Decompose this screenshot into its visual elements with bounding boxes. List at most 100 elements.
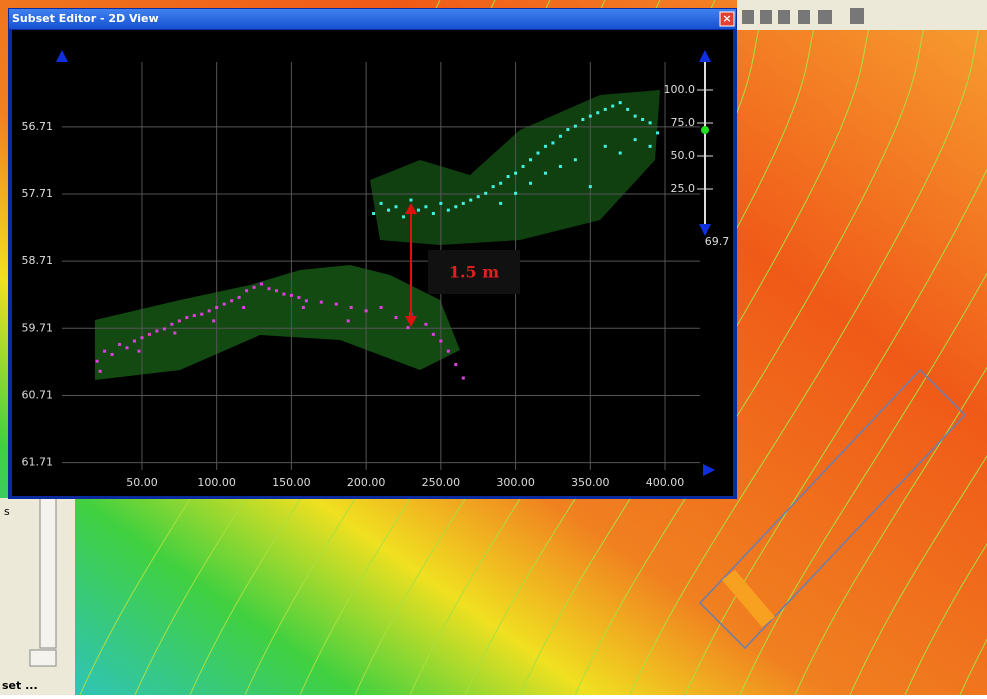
point <box>439 340 442 343</box>
point <box>395 205 398 208</box>
point <box>477 195 480 198</box>
slider-label: 25.0 <box>671 182 696 195</box>
point <box>626 108 629 111</box>
x-tick-label: 400.00 <box>646 476 685 489</box>
point <box>275 289 278 292</box>
point <box>611 105 614 108</box>
point <box>99 370 102 373</box>
point <box>424 205 427 208</box>
point <box>522 165 525 168</box>
point <box>242 306 245 309</box>
point <box>140 336 143 339</box>
y-tick-label: 59.71 <box>22 321 54 334</box>
point <box>402 215 405 218</box>
x-tick-label: 250.00 <box>422 476 461 489</box>
point <box>212 319 215 322</box>
point <box>155 329 158 332</box>
point <box>514 172 517 175</box>
point <box>347 319 350 322</box>
point <box>208 309 211 312</box>
slider-label: 100.0 <box>664 83 696 96</box>
point <box>432 212 435 215</box>
point <box>536 152 539 155</box>
point <box>148 333 151 336</box>
point <box>514 192 517 195</box>
point <box>596 111 599 114</box>
point <box>302 306 305 309</box>
point <box>589 185 592 188</box>
point <box>424 323 427 326</box>
point <box>507 175 510 178</box>
x-tick-label: 100.00 <box>197 476 236 489</box>
point <box>245 289 248 292</box>
slider-label: 75.0 <box>671 116 696 129</box>
point <box>297 296 300 299</box>
point <box>406 326 409 329</box>
point <box>260 282 263 285</box>
point <box>223 303 226 306</box>
x-tick-label: 200.00 <box>347 476 386 489</box>
point <box>551 141 554 144</box>
point <box>282 293 285 296</box>
page: s set ... Subset Editor - 2D View × 50.0… <box>0 0 987 695</box>
point <box>215 306 218 309</box>
point <box>185 316 188 319</box>
point <box>649 145 652 148</box>
point <box>544 172 547 175</box>
point <box>170 323 173 326</box>
point <box>454 205 457 208</box>
x-tick-label: 50.00 <box>126 476 158 489</box>
point <box>380 202 383 205</box>
scroll-button[interactable] <box>30 650 56 666</box>
point <box>529 182 532 185</box>
x-tick-label: 350.00 <box>571 476 610 489</box>
point <box>544 145 547 148</box>
scrollbar[interactable] <box>40 498 56 648</box>
point <box>447 209 450 212</box>
point <box>133 340 136 343</box>
point <box>372 212 375 215</box>
y-tick-label: 56.71 <box>22 120 54 133</box>
slider-label: 50.0 <box>671 149 696 162</box>
point <box>604 145 607 148</box>
point <box>574 158 577 161</box>
point <box>581 118 584 121</box>
slider-thumb[interactable] <box>701 126 709 134</box>
point <box>439 202 442 205</box>
point <box>103 350 106 353</box>
point <box>163 327 166 330</box>
side-tab[interactable]: set ... <box>2 679 38 692</box>
point <box>447 350 450 353</box>
point <box>350 306 353 309</box>
point <box>267 287 270 290</box>
point <box>96 360 99 363</box>
slider-value: 69.7 <box>705 235 730 248</box>
point <box>589 115 592 118</box>
point <box>409 199 412 202</box>
screen: s set ... Subset Editor - 2D View × 50.0… <box>0 0 987 695</box>
point <box>559 165 562 168</box>
y-tick-label: 58.71 <box>22 254 54 267</box>
point <box>649 121 652 124</box>
point <box>111 353 114 356</box>
y-tick-label: 60.71 <box>22 388 54 401</box>
point <box>193 314 196 317</box>
point <box>559 135 562 138</box>
point <box>380 306 383 309</box>
point <box>137 350 140 353</box>
point <box>619 152 622 155</box>
point <box>529 158 532 161</box>
point <box>574 125 577 128</box>
point <box>484 192 487 195</box>
point <box>305 299 308 302</box>
point <box>118 343 121 346</box>
point <box>604 108 607 111</box>
point <box>566 128 569 131</box>
point <box>454 363 457 366</box>
point <box>238 296 241 299</box>
y-tick-label: 57.71 <box>22 187 54 200</box>
point <box>492 185 495 188</box>
point <box>499 202 502 205</box>
close-icon[interactable]: × <box>722 12 731 25</box>
point <box>432 333 435 336</box>
